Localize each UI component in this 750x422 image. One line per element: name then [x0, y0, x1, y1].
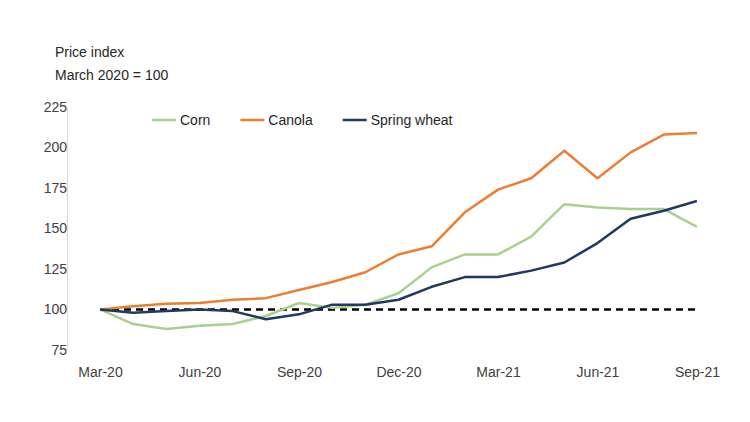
plot: 75 100 125 150 175 200 225 Mar-20 Jun-20 Sep-20 De… — [44, 99, 721, 380]
y-tick-label: 150 — [44, 220, 68, 236]
x-tick: Mar-20 — [78, 364, 123, 380]
y-tick: 150 — [44, 220, 68, 236]
legend-item: Spring wheat — [343, 112, 453, 128]
y-tick: 225 — [44, 99, 68, 115]
legend-item: Corn — [152, 112, 210, 128]
chart: 75 100 125 150 175 200 225 Mar-20 Jun-20 Sep-20 De… — [0, 0, 750, 422]
x-tick: Dec-20 — [376, 364, 421, 380]
marks — [100, 133, 697, 329]
legend-item: Canola — [240, 112, 313, 128]
legend: Corn Canola Spring wheat — [152, 112, 453, 128]
y-tick: 175 — [44, 180, 68, 196]
y-axis: 75 100 125 150 175 200 225 — [44, 99, 68, 358]
x-tick-label: Sep-20 — [277, 364, 322, 380]
legend-label: Spring wheat — [371, 112, 453, 128]
legend-swatch — [343, 119, 367, 122]
y-tick-label: 200 — [44, 139, 68, 155]
y-title: Price index March 2020 = 100 — [55, 44, 168, 83]
y-tick: 100 — [44, 301, 68, 317]
y-tick-label: 175 — [44, 180, 68, 196]
x-tick: Sep-21 — [675, 364, 720, 380]
legend-swatch — [240, 119, 264, 122]
x-tick-label: Jun-20 — [179, 364, 222, 380]
x-tick-label: Jun-21 — [577, 364, 620, 380]
y-axis-line — [67, 108, 68, 351]
y-tick: 125 — [44, 261, 68, 277]
y-tick-label: 125 — [44, 261, 68, 277]
x-tick: Jun-21 — [577, 364, 620, 380]
y-tick-label: 100 — [44, 301, 68, 317]
x-tick-label: Mar-21 — [476, 364, 521, 380]
x-tick-label: Mar-20 — [78, 364, 123, 380]
legend-label: Corn — [180, 112, 210, 128]
y-tick: 75 — [51, 342, 67, 358]
y-tick-label: 225 — [44, 99, 68, 115]
legend-swatch — [152, 119, 176, 122]
series-line — [100, 133, 697, 310]
y-title-line: March 2020 = 100 — [55, 67, 168, 83]
y-tick: 200 — [44, 139, 68, 155]
y-title-line: Price index — [55, 44, 124, 60]
x-tick: Jun-20 — [179, 364, 222, 380]
x-tick: Sep-20 — [277, 364, 322, 380]
legend-label: Canola — [268, 112, 313, 128]
x-axis: Mar-20 Jun-20 Sep-20 Dec-20 Mar-21 Jun-21 Sep-… — [78, 364, 720, 380]
y-tick-label: 75 — [51, 342, 67, 358]
series-line — [100, 201, 697, 319]
x-tick: Mar-21 — [476, 364, 521, 380]
x-tick-label: Dec-20 — [376, 364, 421, 380]
x-tick-label: Sep-21 — [675, 364, 720, 380]
